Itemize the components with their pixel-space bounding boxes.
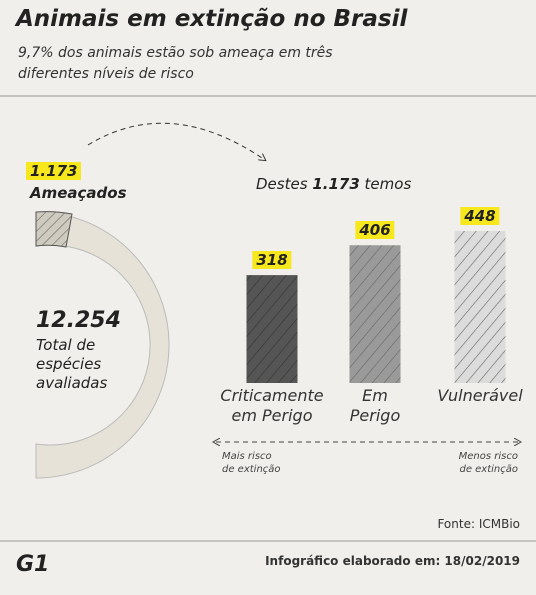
title: Animais em extinção no Brasil	[16, 6, 408, 32]
title-part: temos	[364, 175, 412, 193]
threatened-caption: Ameaçados	[30, 184, 127, 202]
bar	[246, 275, 298, 383]
subtitle: 9,7% dos animais estão sob ameaça em trê…	[18, 45, 333, 61]
line: Mais risco	[222, 451, 272, 462]
category-label: Criticamente em Perigo	[220, 386, 324, 425]
line: de extinção	[222, 464, 281, 475]
curved-arrow	[87, 122, 265, 160]
value-label: 406	[355, 221, 395, 240]
category-label: Vulnerável	[437, 386, 523, 405]
total-count: 12.254	[36, 308, 121, 333]
line: de extinção	[459, 464, 518, 475]
caption-line: espécies	[36, 355, 102, 373]
line: Menos risco	[458, 451, 518, 462]
category-label: Em Perigo	[349, 386, 401, 425]
caption-line: Total de	[36, 336, 96, 354]
total-caption: Total de espécies avaliadas	[36, 336, 107, 393]
threatened-slice	[35, 211, 73, 248]
total-ring	[35, 211, 170, 479]
brand: G1	[16, 552, 50, 577]
title-part: 1.173	[312, 175, 360, 193]
threatened-count: 1.173	[26, 162, 82, 180]
date: Infográfico elaborado em: 18/02/2019	[265, 554, 520, 568]
subtitle: diferentes níveis de risco	[18, 66, 194, 82]
value-label: 448	[460, 207, 500, 225]
bar	[349, 245, 401, 383]
bar	[454, 231, 506, 383]
source: Fonte: ICMBio	[437, 517, 520, 531]
value-label: 318	[252, 251, 292, 270]
caption-line: avaliadas	[36, 374, 108, 392]
title-part: Destes	[256, 175, 308, 193]
scale-right: Menos risco de extinção	[459, 450, 518, 476]
chart-title: Destes 1.173 temos	[256, 175, 411, 193]
scale-left: Mais risco de extinção	[222, 450, 281, 476]
